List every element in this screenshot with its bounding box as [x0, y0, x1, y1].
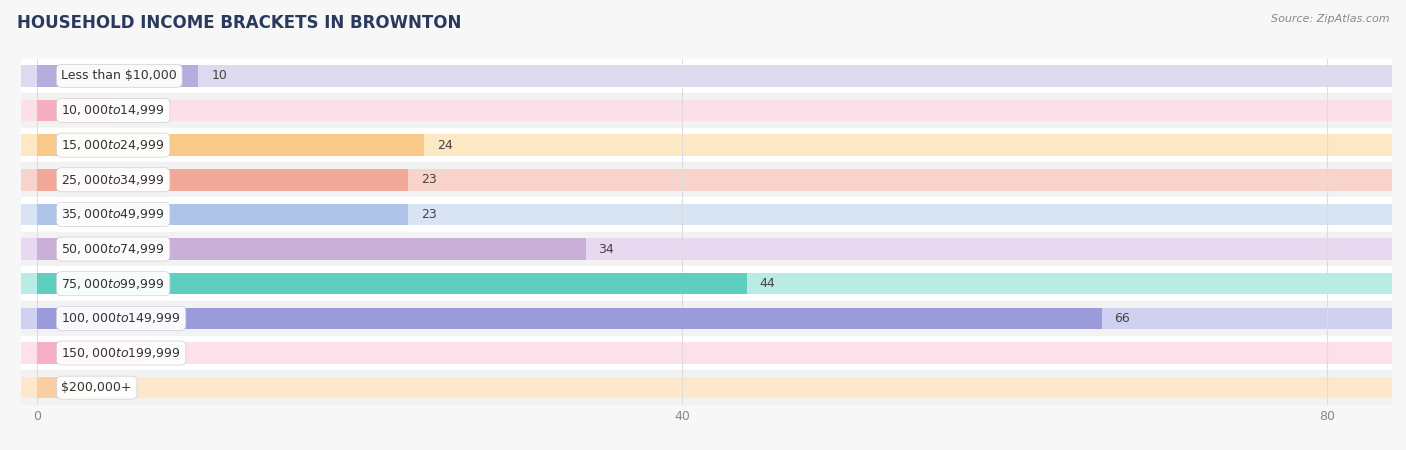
Text: $50,000 to $74,999: $50,000 to $74,999	[62, 242, 165, 256]
Bar	[21, 93, 1392, 128]
Bar	[21, 266, 1392, 301]
Text: 24: 24	[437, 139, 453, 152]
Text: 44: 44	[759, 277, 776, 290]
Bar	[21, 301, 1392, 336]
Bar	[37, 377, 86, 398]
Text: $25,000 to $34,999: $25,000 to $34,999	[62, 173, 165, 187]
Text: 66: 66	[1115, 312, 1130, 325]
Bar	[21, 197, 1392, 232]
Bar	[21, 232, 1392, 266]
Text: 23: 23	[420, 173, 437, 186]
Bar	[37, 204, 408, 225]
Text: 3: 3	[98, 381, 107, 394]
Bar	[21, 162, 1392, 197]
Text: 10: 10	[211, 69, 228, 82]
Bar	[37, 342, 150, 364]
Text: Less than $10,000: Less than $10,000	[62, 69, 177, 82]
Bar	[21, 204, 1392, 225]
Bar	[37, 135, 425, 156]
Text: $15,000 to $24,999: $15,000 to $24,999	[62, 138, 165, 152]
Bar	[21, 65, 1392, 86]
Text: 23: 23	[420, 208, 437, 221]
Bar	[21, 273, 1392, 294]
Bar	[21, 100, 1392, 121]
Text: 5: 5	[131, 104, 139, 117]
Bar	[21, 169, 1392, 190]
Bar	[21, 370, 1392, 405]
Text: $200,000+: $200,000+	[62, 381, 132, 394]
Text: $100,000 to $149,999: $100,000 to $149,999	[62, 311, 181, 325]
Text: HOUSEHOLD INCOME BRACKETS IN BROWNTON: HOUSEHOLD INCOME BRACKETS IN BROWNTON	[17, 14, 461, 32]
Bar	[37, 308, 1102, 329]
Bar	[37, 169, 408, 190]
Text: $150,000 to $199,999: $150,000 to $199,999	[62, 346, 181, 360]
Text: $35,000 to $49,999: $35,000 to $49,999	[62, 207, 165, 221]
Text: $10,000 to $14,999: $10,000 to $14,999	[62, 104, 165, 117]
Bar	[21, 135, 1392, 156]
Text: 7: 7	[163, 346, 172, 360]
Bar	[37, 100, 118, 121]
Bar	[21, 342, 1392, 364]
Bar	[21, 377, 1392, 398]
Text: $75,000 to $99,999: $75,000 to $99,999	[62, 277, 165, 291]
Text: 34: 34	[599, 243, 614, 256]
Bar	[37, 238, 585, 260]
Bar	[21, 308, 1392, 329]
Bar	[21, 58, 1392, 93]
Text: Source: ZipAtlas.com: Source: ZipAtlas.com	[1271, 14, 1389, 23]
Bar	[37, 273, 747, 294]
Bar	[21, 336, 1392, 370]
Bar	[21, 128, 1392, 162]
Bar	[21, 238, 1392, 260]
Bar	[37, 65, 198, 86]
